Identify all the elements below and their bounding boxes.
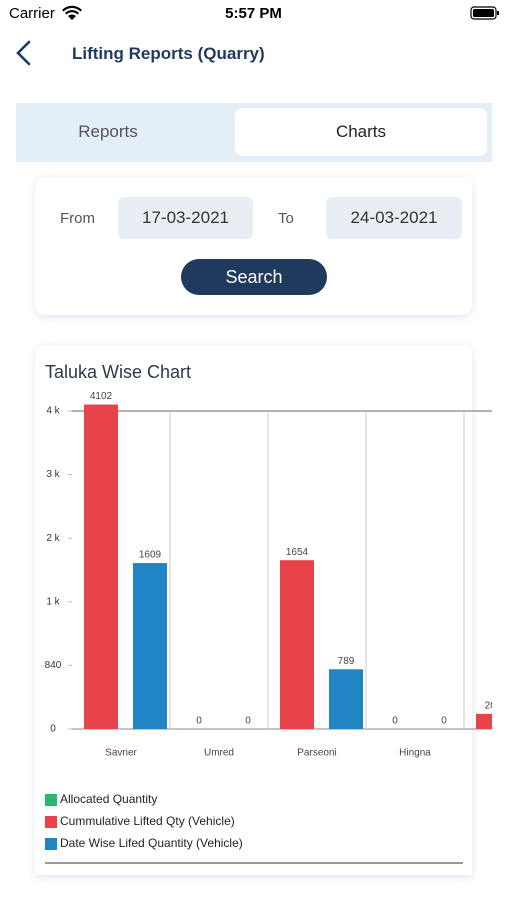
from-label: From [60, 210, 95, 227]
back-button[interactable] [14, 40, 34, 66]
tab-charts[interactable]: Charts [235, 108, 487, 156]
data-label: 0 [245, 716, 251, 727]
legend-swatch [45, 838, 57, 850]
legend-label: Cummulative Lifted Qty (Vehicle) [60, 814, 235, 828]
carrier: Carrier [9, 5, 55, 22]
legend-swatch [45, 816, 57, 828]
bar [476, 713, 492, 729]
plot-area: 4102 0 1654 0 200 1609 0 789 0 [84, 391, 502, 729]
data-label: 0 [441, 716, 447, 727]
search-button[interactable]: Search [181, 259, 327, 295]
data-label: 200 [485, 700, 502, 711]
y-tick-label: 2 k [46, 533, 60, 544]
tab-reports[interactable]: Reports [78, 122, 138, 141]
data-label: 1654 [286, 547, 309, 558]
y-tick-label: 4 k [46, 406, 60, 417]
to-label: To [278, 210, 294, 227]
y-tick-label: 840 [45, 660, 62, 671]
chart-title: Taluka Wise Chart [45, 362, 191, 382]
y-tick-label: 1 k [46, 596, 60, 607]
legend-label: Allocated Quantity [60, 792, 157, 806]
page-title: Lifting Reports (Quarry) [72, 44, 265, 63]
x-tick-label: Hingna [399, 748, 431, 759]
x-tick-label: Umred [204, 748, 234, 759]
wifi-icon [62, 5, 82, 20]
tab-bar: Reports Charts [16, 103, 492, 162]
data-label: 1609 [139, 550, 162, 561]
x-tick-label: Savner [105, 748, 137, 759]
legend-swatch [45, 794, 57, 806]
bar [133, 563, 167, 729]
data-label: 0 [392, 716, 398, 727]
bar [84, 404, 118, 729]
data-label: 789 [338, 656, 355, 667]
y-tick-label: 3 k [46, 469, 60, 480]
filter-card: From 17-03-2021 To 24-03-2021 Search [35, 177, 472, 315]
battery-icon [470, 6, 499, 20]
data-label: 4102 [90, 391, 113, 402]
data-label: 0 [196, 716, 202, 727]
bar [329, 669, 363, 729]
bar [280, 560, 314, 729]
legend-label: Date Wise Lifed Quantity (Vehicle) [60, 836, 243, 850]
x-tick-label: Parseoni [297, 748, 336, 759]
to-date[interactable]: 24-03-2021 [326, 197, 462, 239]
clock: 5:57 PM [225, 5, 282, 22]
from-date[interactable]: 17-03-2021 [118, 197, 253, 239]
y-tick-label: 0 [50, 724, 56, 735]
